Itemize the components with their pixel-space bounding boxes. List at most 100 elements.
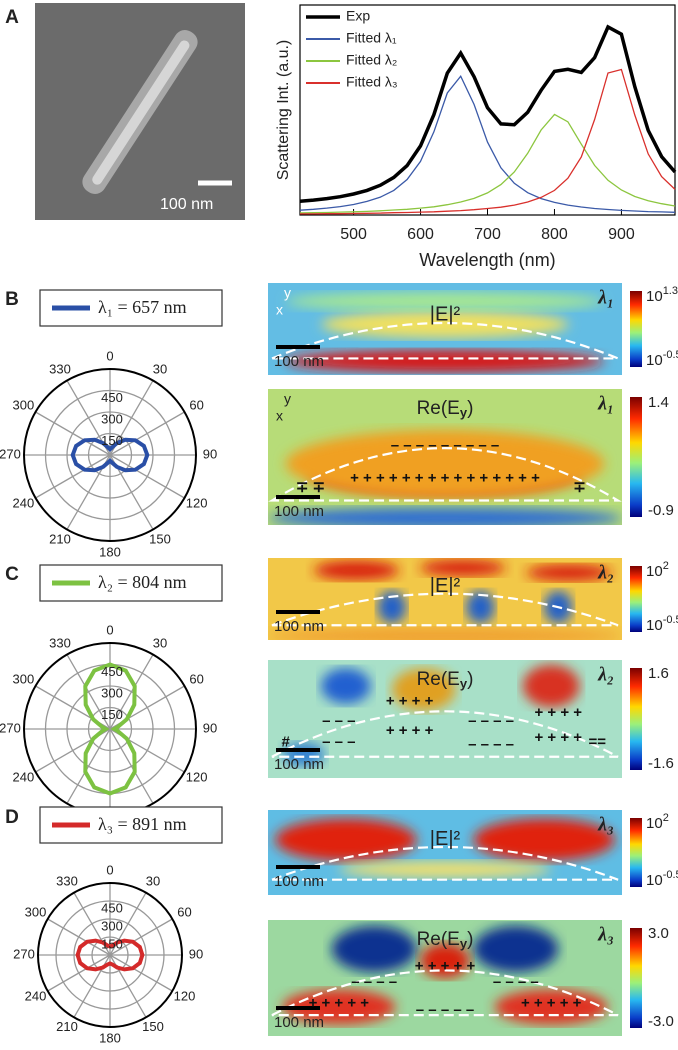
- r-tick-label: 300: [101, 918, 123, 933]
- polar-title: λ₁ = 657 nm: [98, 297, 187, 317]
- cbar-exp: 2: [663, 560, 669, 572]
- r-tick-label: 300: [101, 685, 123, 700]
- angle-label: 150: [142, 1019, 164, 1034]
- x-tick-label: 600: [407, 226, 434, 243]
- cbar-base: 10: [646, 352, 663, 369]
- field-map: [268, 920, 622, 1036]
- map-quantity: Re(Ey): [417, 669, 474, 691]
- angle-label: 180: [99, 544, 121, 559]
- charge-label: + + + +: [386, 722, 434, 739]
- angle-label: 120: [186, 769, 208, 784]
- x-tick-label: 900: [608, 226, 635, 243]
- cbar-exp: 1.3: [663, 285, 678, 297]
- quantity-end: ): [467, 929, 473, 950]
- cbar-base: 10: [646, 563, 663, 580]
- angle-label: 90: [203, 720, 217, 735]
- colorbar-label: 1.6: [648, 665, 669, 682]
- ring: [66, 411, 154, 499]
- map-mode: λ₁: [597, 287, 614, 309]
- ring: [66, 685, 154, 773]
- angle-label: 240: [13, 769, 35, 784]
- scale-bar-label: 100 nm: [274, 1014, 324, 1031]
- angle-label: 0: [106, 348, 113, 363]
- ring: [91, 936, 129, 974]
- charge-label: – – – – –: [416, 1001, 474, 1018]
- angle-label: 240: [13, 495, 35, 510]
- hotspot: [522, 664, 580, 708]
- angle-label: 120: [186, 495, 208, 510]
- angle-label: 60: [189, 671, 203, 686]
- charge-label: #: [282, 734, 291, 751]
- map-quantity: |E|²: [430, 303, 461, 325]
- scale-bar-label: 100 nm: [160, 196, 213, 213]
- colorbar-label: 10-0.5: [646, 614, 678, 634]
- quantity-end: ): [467, 669, 473, 690]
- hotspot: [338, 861, 552, 878]
- axis-y: y: [284, 391, 291, 407]
- x-tick-label: 700: [474, 226, 501, 243]
- colorbar-label: 10-0.5: [646, 869, 678, 889]
- angle-label: 0: [106, 622, 113, 637]
- charge-label: – – – –: [468, 736, 514, 753]
- cbar-exp: -0.5: [663, 869, 678, 881]
- r-tick-label: 450: [101, 664, 123, 679]
- charge-label: + + + + +: [415, 957, 476, 974]
- field-map: [268, 558, 622, 640]
- colorbar: [630, 668, 642, 770]
- hotspot: [275, 818, 417, 861]
- angle-label: 270: [0, 720, 21, 735]
- particle-outline: [271, 969, 619, 1017]
- angle-label: 270: [13, 946, 35, 961]
- hotspot: [285, 350, 605, 373]
- angle-label: 300: [13, 671, 35, 686]
- map-mode: λ₂: [597, 562, 614, 584]
- field-map: [268, 810, 622, 895]
- hotspot: [391, 668, 456, 711]
- hotspot: [377, 590, 407, 624]
- r-tick-label: 450: [101, 900, 123, 915]
- hotspot: [268, 627, 622, 640]
- legend-label: Fitted λ₂: [346, 52, 397, 68]
- charge-label: + + + + +: [309, 994, 370, 1011]
- quantity-main: Re(E: [417, 929, 460, 950]
- colorbar-label: 3.0: [648, 925, 669, 942]
- colorbar-label: -1.6: [648, 755, 674, 772]
- colorbar-label: -3.0: [648, 1013, 674, 1030]
- charge-label: + + + +: [386, 692, 434, 709]
- axis-x: x: [276, 302, 283, 318]
- quantity-sub: y: [460, 936, 468, 951]
- r-tick-label: 150: [101, 433, 123, 448]
- angle-label: 210: [56, 1019, 78, 1034]
- angle-label: 60: [177, 904, 191, 919]
- cbar-base: 10: [646, 288, 663, 305]
- legend-label: Fitted λ₃: [346, 74, 398, 90]
- charge-label: + + + +: [535, 729, 583, 746]
- colorbar: [630, 566, 642, 632]
- r-tick-label: 150: [101, 936, 123, 951]
- hotspot: [331, 925, 417, 973]
- legend-label: Exp: [346, 8, 370, 24]
- map-mode: λ₂: [597, 664, 614, 686]
- ring: [44, 389, 176, 521]
- angle-label: 300: [13, 397, 35, 412]
- angle-label: 90: [189, 946, 203, 961]
- ring: [87, 432, 133, 478]
- quantity-sub: y: [460, 405, 468, 420]
- particle-outline: [271, 845, 619, 881]
- quantity-sub: y: [460, 676, 468, 691]
- hotspot: [285, 429, 605, 498]
- charge-label: ==: [588, 734, 606, 751]
- particle-outline: [271, 321, 619, 360]
- angle-label: 30: [146, 874, 160, 889]
- angle-label: 300: [25, 904, 47, 919]
- angle-label: 330: [49, 362, 71, 377]
- angle-label: 330: [56, 874, 78, 889]
- cbar-base: 10: [646, 617, 663, 634]
- x-tick-label: 500: [340, 226, 367, 243]
- ring: [87, 706, 133, 752]
- colorbar: [630, 928, 642, 1028]
- angle-label: 90: [203, 446, 217, 461]
- angle-label: 120: [174, 988, 196, 1003]
- hotspot: [466, 590, 495, 624]
